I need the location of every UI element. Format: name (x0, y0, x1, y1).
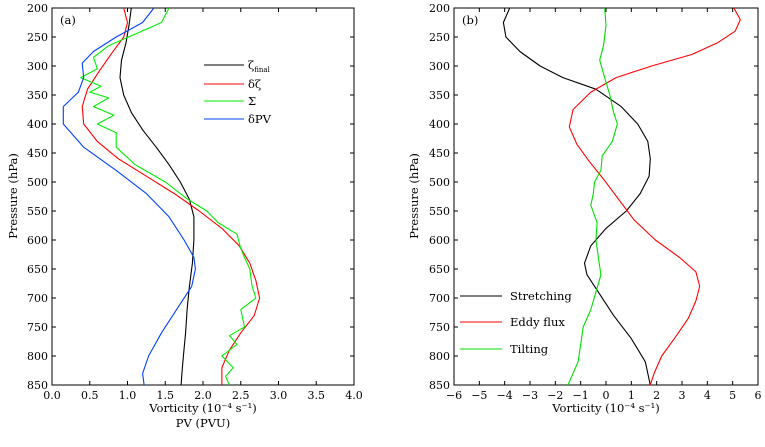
x-tick-label: 0.5 (81, 389, 99, 402)
y-tick-label: 350 (429, 89, 450, 102)
x-tick-label: 4 (704, 389, 711, 402)
panel-b-ylabel: Pressure (hPa) (407, 153, 421, 239)
legend-label: Σ (248, 94, 256, 108)
y-tick-label: 450 (429, 147, 450, 160)
panel-a-xlabel2: PV (PVU) (176, 416, 230, 430)
x-tick-label: −1 (573, 389, 589, 402)
series-line-delta-zeta (81, 7, 261, 385)
y-tick-label: 850 (27, 379, 48, 392)
legend-label: Stretching (510, 289, 572, 303)
legend-label: δζ (248, 77, 261, 91)
legend-label: ζfinal (248, 58, 271, 74)
y-tick-label: 350 (27, 89, 48, 102)
y-tick-label: 800 (429, 350, 450, 363)
x-tick-label: −5 (471, 389, 487, 402)
panel-b-frame (453, 7, 759, 386)
legend-label: Eddy flux (510, 315, 565, 329)
y-tick-label: 500 (429, 176, 450, 189)
x-tick-label: 3 (679, 389, 686, 402)
y-tick-label: 800 (27, 350, 48, 363)
y-tick-label: 500 (27, 176, 48, 189)
x-tick-label: 2.0 (194, 389, 212, 402)
panel-a: (a) 0.0 0.5 1.0 1.5 2.0 2.5 3.0 3.5 4.0 200 250 300… (6, 2, 363, 430)
y-tick-label: 600 (27, 234, 48, 247)
y-tick-label: 700 (429, 292, 450, 305)
x-tick-label: −6 (446, 389, 462, 402)
x-tick-label: −2 (547, 389, 563, 402)
x-tick-label: 3.5 (308, 389, 326, 402)
series-line-stretching (502, 7, 651, 386)
y-tick-label: 400 (429, 118, 450, 131)
series-line-zeta-final (119, 7, 195, 386)
panel-b-legend: Stretching Eddy flux Tilting (460, 289, 572, 356)
y-tick-label: 250 (429, 31, 450, 44)
x-tick-label: 2 (653, 389, 660, 402)
y-tick-label: 550 (27, 205, 48, 218)
y-tick-label: 750 (27, 321, 48, 334)
x-tick-label: 5 (729, 389, 736, 402)
x-tick-label: 6 (755, 389, 762, 402)
panel-a-frame (51, 7, 355, 386)
y-tick-label: 450 (27, 147, 48, 160)
x-tick-label: −4 (497, 389, 513, 402)
y-tick-label: 600 (429, 234, 450, 247)
series-line-eddy-flux (568, 7, 741, 386)
legend-label: Tilting (510, 342, 549, 356)
x-tick-label: 4.0 (345, 389, 363, 402)
y-tick-label: 700 (27, 292, 48, 305)
panel-a-xlabel: Vorticity (10⁻⁴ s⁻¹) (148, 401, 256, 415)
panel-a-label: (a) (60, 13, 76, 27)
panel-b-label: (b) (462, 13, 478, 27)
y-tick-label: 400 (27, 118, 48, 131)
x-tick-label: 0 (603, 389, 610, 402)
x-tick-label: 1 (628, 389, 635, 402)
legend-subscript: final (254, 66, 270, 74)
panel-b-xlabel: Vorticity (10⁻⁴ s⁻¹) (551, 401, 659, 415)
x-tick-label: 0.0 (43, 389, 61, 402)
x-tick-label: −3 (522, 389, 538, 402)
y-tick-label: 750 (429, 321, 450, 334)
legend-label: δPV (248, 112, 272, 126)
y-tick-label: 200 (27, 2, 48, 15)
series-line-sigma (80, 7, 257, 386)
y-tick-label: 850 (429, 379, 450, 392)
x-tick-label: 3.0 (270, 389, 288, 402)
x-tick-label: 2.5 (232, 389, 250, 402)
y-tick-label: 650 (27, 263, 48, 276)
panel-a-ylabel: Pressure (hPa) (6, 153, 20, 239)
y-tick-label: 300 (429, 60, 450, 73)
y-tick-label: 200 (429, 2, 450, 15)
series-line-tilting (567, 7, 618, 386)
x-tick-label: 1.0 (119, 389, 137, 402)
y-tick-label: 650 (429, 263, 450, 276)
y-tick-label: 550 (429, 205, 450, 218)
y-tick-label: 250 (27, 31, 48, 44)
y-tick-label: 300 (27, 60, 48, 73)
x-tick-label: 1.5 (157, 389, 175, 402)
panel-b: (b) −6 −5 −4 −3 −2 −1 0 1 2 3 4 5 6 200 250 300 350 400 45… (407, 2, 762, 415)
series-line-delta-pv (62, 7, 196, 386)
